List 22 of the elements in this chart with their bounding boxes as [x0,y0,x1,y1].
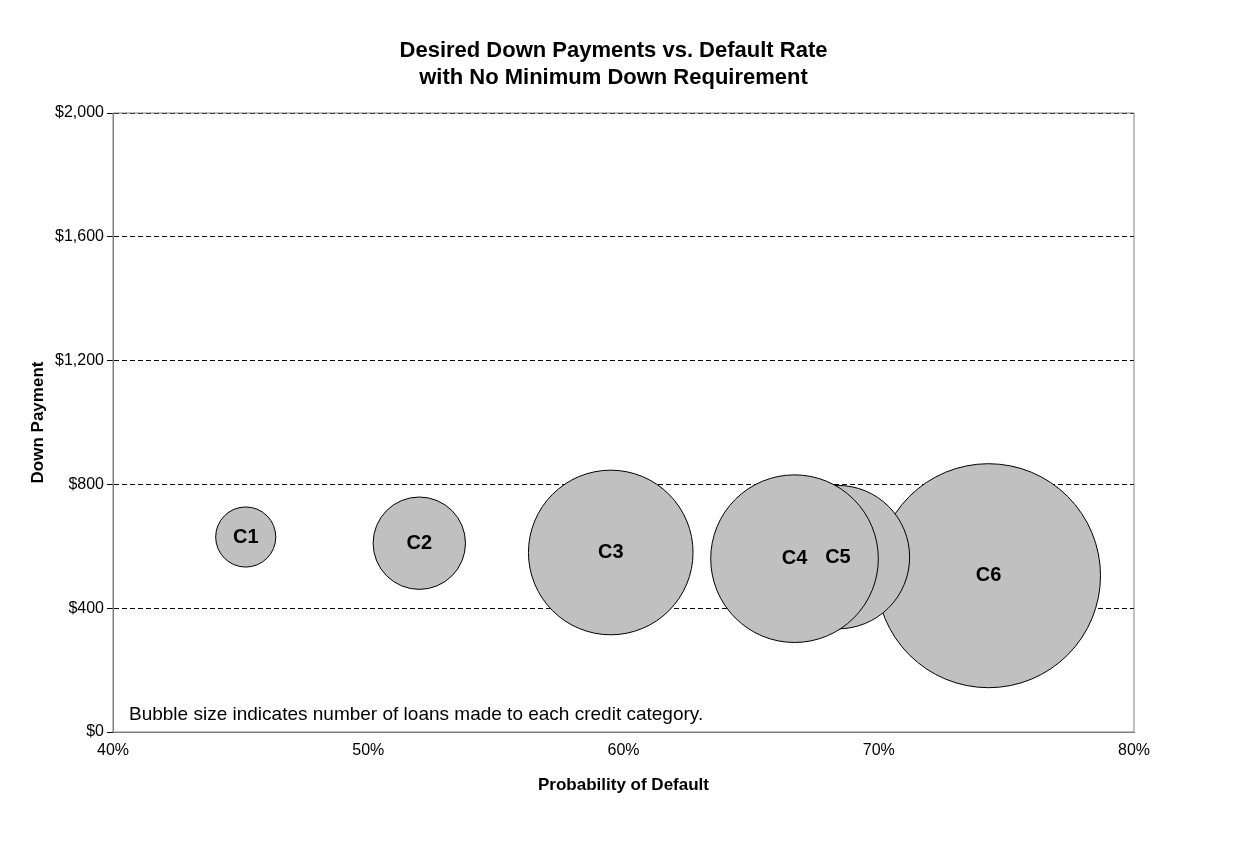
series-label: C3 [597,540,624,563]
y-tick-label: $800 [68,474,105,492]
x-tick-label: 50% [352,741,385,759]
x-tick-label: 40% [96,741,130,759]
y-axis-title: Down Payment [27,361,47,484]
chart-title: Desired Down Payments vs. Default Rate [399,37,828,63]
chart-subtitle: with No Minimum Down Requirement [418,63,809,89]
x-axis-title: Probability of Default [538,775,710,795]
series-label: C1 [232,524,259,547]
x-tick-label: 70% [862,741,895,759]
series-label: C5 [825,544,851,567]
y-tick-label: $0 [86,722,105,740]
x-tick-label: 80% [1117,741,1151,759]
annotation: Bubble size indicates number of loans made to each credit category. [129,702,704,724]
x-tick-label: 60% [607,741,640,759]
series-label: C4 [781,546,809,569]
y-tick-label: $2,000 [55,103,105,121]
y-tick-label: $1,600 [55,227,105,245]
series-label: C2 [406,530,433,553]
series-label: C6 [975,563,1002,586]
y-tick-label: $1,200 [55,351,105,369]
y-tick-label: $400 [68,598,105,616]
